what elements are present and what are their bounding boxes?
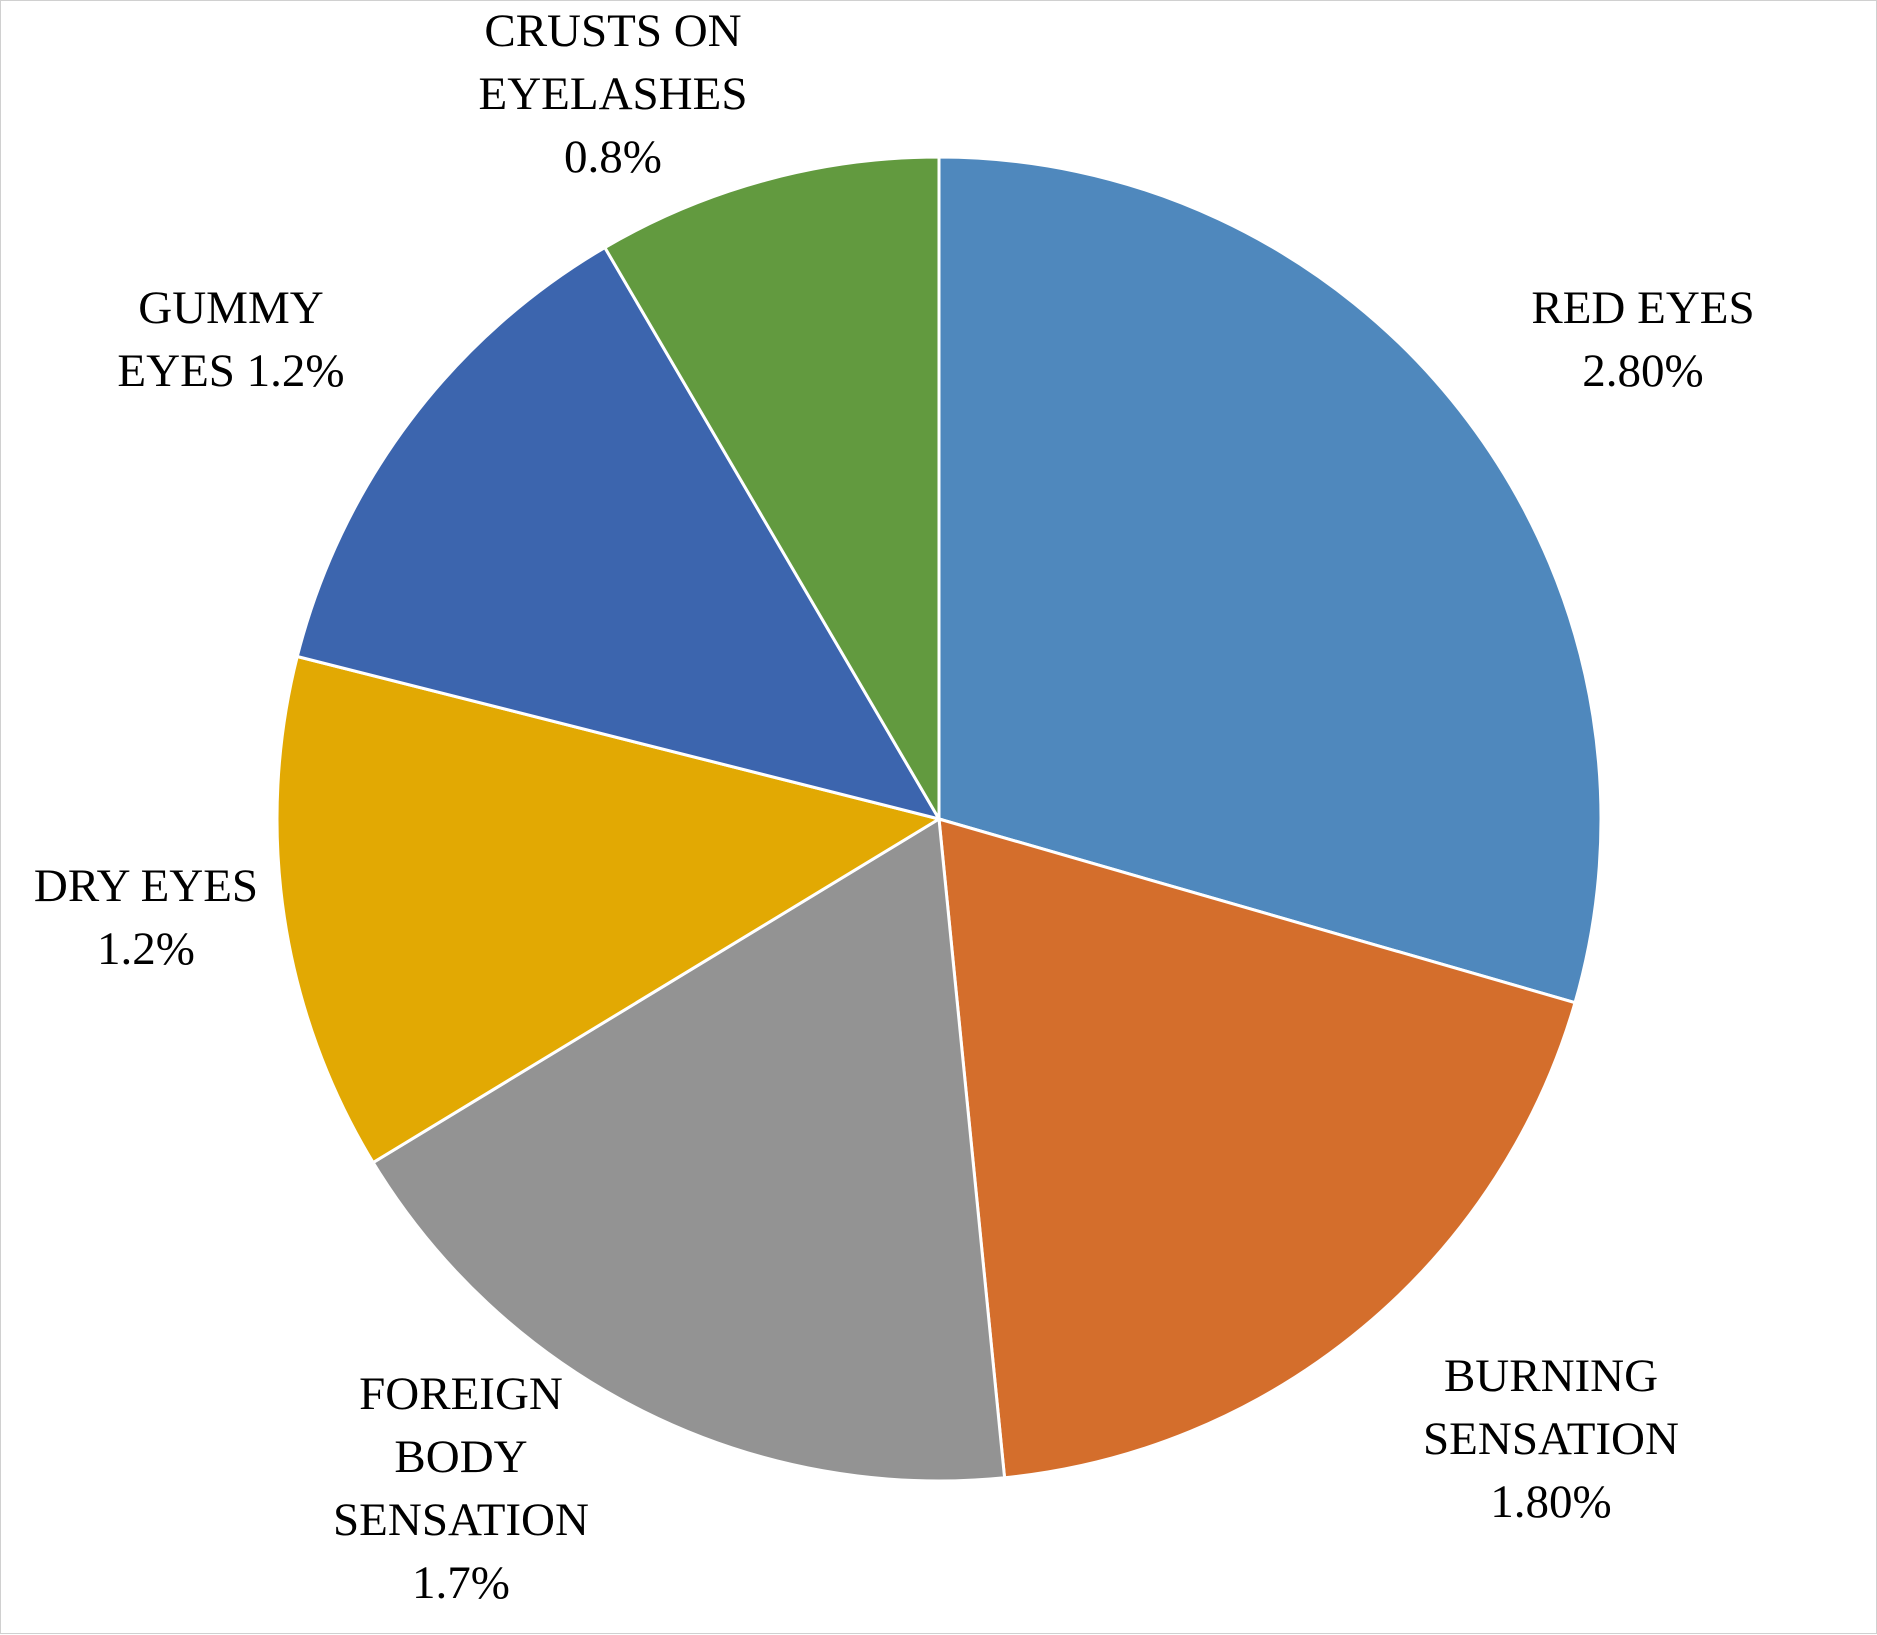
- pie-slice-0: [937, 155, 1603, 1005]
- slice-label-line: EYELASHES: [479, 68, 748, 120]
- slice-label-4: GUMMY EYES 1.2%: [117, 282, 344, 397]
- pie-slice-3: [275, 654, 943, 1165]
- pie-slices: [275, 155, 1603, 1483]
- slice-label-line: RED EYES: [1531, 282, 1754, 334]
- pie-slice-2: [371, 816, 1007, 1483]
- slice-label-line: CRUSTS ON: [484, 5, 741, 57]
- slice-label-line: SENSATION: [1423, 1413, 1679, 1465]
- slice-label-5: CRUSTS ON EYELASHES 0.8%: [479, 5, 748, 183]
- slice-label-line: SENSATION: [333, 1494, 589, 1546]
- slice-label-3: DRY EYES 1.2%: [34, 860, 258, 975]
- slice-label-line: 1.7%: [412, 1557, 510, 1609]
- pie-slice-5: [602, 155, 941, 825]
- slice-label-line: FOREIGN: [359, 1368, 563, 1420]
- slice-label-line: EYES 1.2%: [117, 345, 344, 397]
- slice-label-line: DRY EYES: [34, 860, 258, 912]
- slice-label-line: BODY: [394, 1431, 527, 1483]
- slice-label-0: RED EYES 2.80%: [1531, 282, 1754, 397]
- slice-label-line: 0.8%: [564, 131, 662, 183]
- slice-label-1: BURNING SENSATION 1.80%: [1423, 1350, 1679, 1528]
- slice-label-line: BURNING: [1444, 1350, 1658, 1402]
- slice-label-line: 2.80%: [1582, 345, 1703, 397]
- slice-label-2: FOREIGN BODY SENSATION 1.7%: [333, 1368, 589, 1609]
- slice-label-line: 1.80%: [1490, 1476, 1611, 1528]
- slice-label-line: 1.2%: [97, 923, 195, 975]
- pie-slice-1: [937, 816, 1577, 1480]
- pie-slice-4: [295, 245, 943, 822]
- slice-label-line: GUMMY: [138, 282, 323, 334]
- slice-labels: RED EYES 2.80% BURNING SENSATION 1.80% FOREIG…: [34, 5, 1755, 1609]
